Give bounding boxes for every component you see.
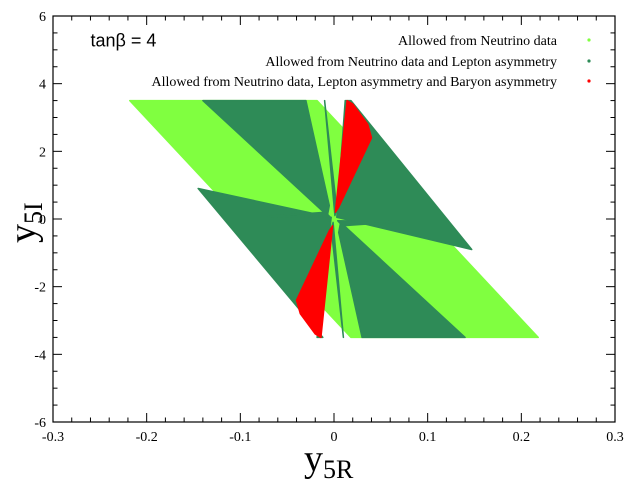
series-1-region-0 [202,99,331,217]
axis-ticks [52,15,616,423]
series-2-region-0 [334,99,373,213]
x-tick-label: -0.3 [42,430,64,445]
legend-label-2: Allowed from Neutrino data, Lepton asymm… [151,75,557,90]
y-tick-label: 2 [39,145,46,160]
x-tick-label: 0 [331,430,338,445]
legend-marker-1 [587,59,591,63]
x-axis-title-base: y [304,438,323,480]
x-tick-label: -0.2 [136,430,158,445]
legend-marker-0 [587,38,591,42]
series-1-region-7 [336,219,401,227]
y-tick-label: 6 [39,10,46,25]
y-tick-labels: -6 -4 -2 0 2 4 6 [34,10,46,431]
series-1-region-6 [267,211,332,219]
x-tick-label: -0.1 [229,430,251,445]
x-tick-labels: -0.3 -0.2 -0.1 0 0.1 0.2 0.3 [42,430,624,445]
y-tick-label: -4 [34,348,46,363]
legend-label-0: Allowed from Neutrino data [398,34,558,49]
x-tick-label: 0.1 [419,430,437,445]
y-tick-label: -6 [34,416,46,431]
x-tick-label: 0.2 [513,430,531,445]
annotation: tanβ = 4 [90,30,156,50]
y-tick-label: -2 [34,281,46,296]
y-axis-title: y5I [2,202,48,243]
legend-label-1: Allowed from Neutrino data and Lepton as… [265,55,557,70]
x-axis-title-sub: 5R [323,455,354,480]
x-tick-label: 0.3 [606,430,624,445]
series-2-region-1 [295,225,334,339]
data-regions [129,99,539,339]
y-axis-title-base: y [2,224,44,243]
y-axis-title-sub: 5I [19,202,48,224]
y-tick-label: 4 [39,78,46,93]
legend-marker-2 [587,79,591,83]
series-1-region-5 [337,221,466,339]
y-tick-label: 0 [39,213,46,228]
x-axis-title: y5R [304,438,354,480]
legend: Allowed from Neutrino data Allowed from N… [151,34,591,90]
